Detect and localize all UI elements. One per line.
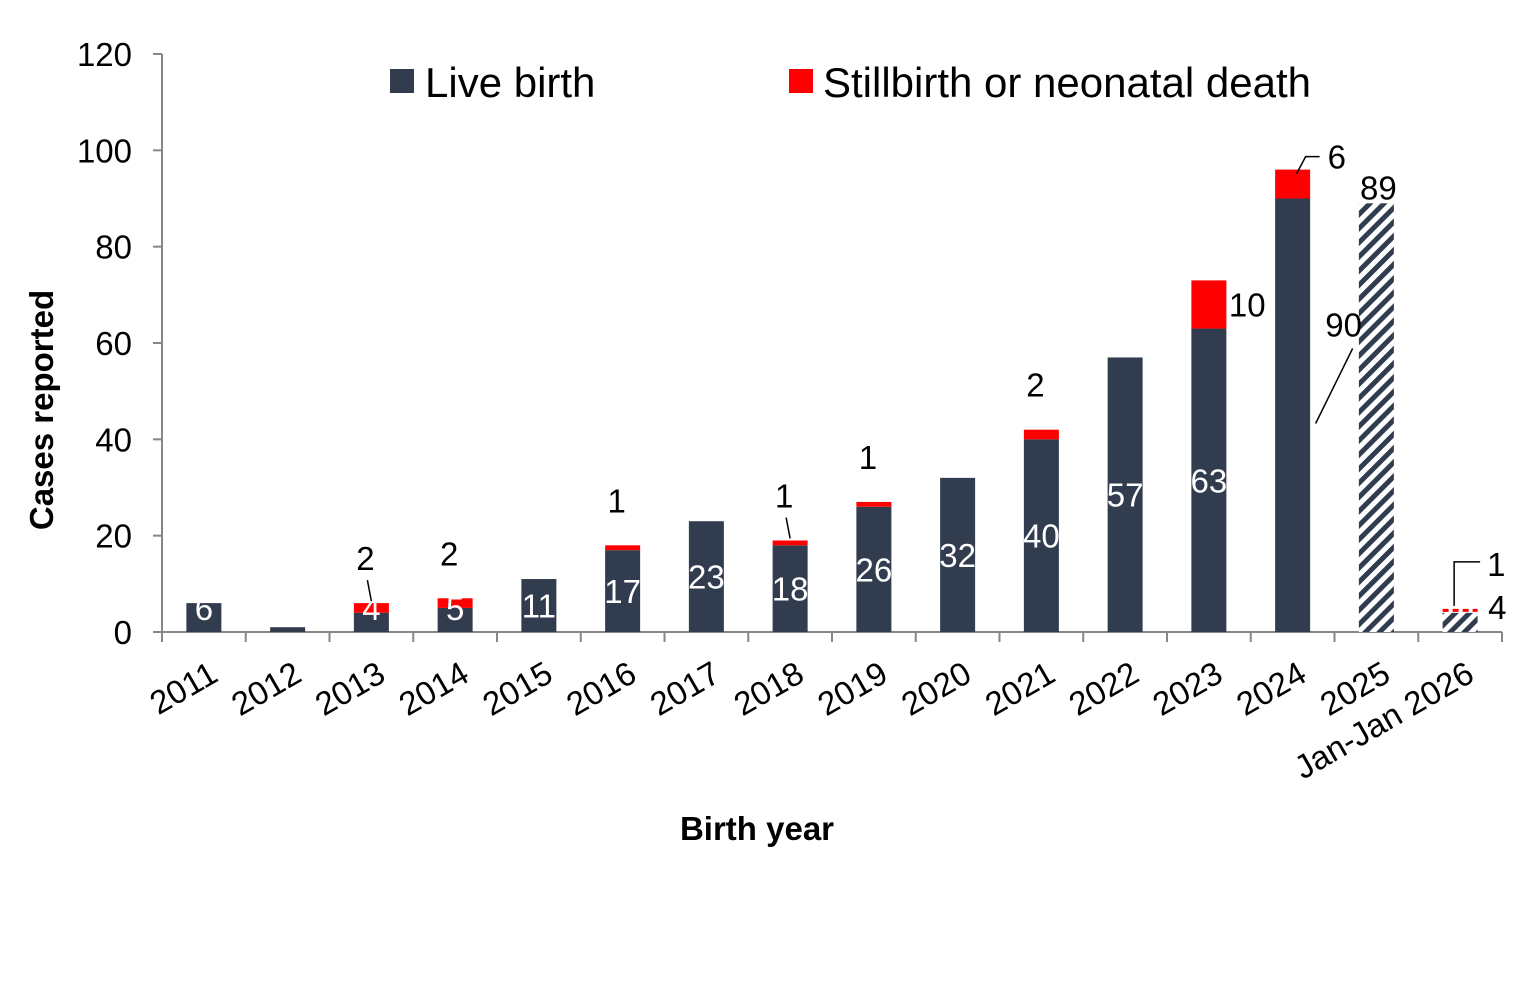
legend-swatch-stillbirth	[789, 69, 813, 93]
x-axis: 2011 2012 2013 2014 2015 2016 2017 2018 2019 2020…	[143, 631, 1503, 786]
y-tick-label: 60	[95, 325, 132, 362]
y-tick-label: 80	[95, 229, 132, 266]
bar-live-birth	[270, 627, 306, 632]
bar-live-birth	[605, 550, 641, 632]
data-label-live-birth: 17	[604, 573, 641, 610]
legend-label-live-birth: Live birth	[425, 59, 595, 106]
y-axis-title: Cases reported	[23, 290, 60, 530]
x-tick-label: 2019	[811, 654, 893, 723]
legend: Live birth Stillbirth or neonatal death	[390, 59, 1311, 106]
data-label-stillbirth: 1	[775, 477, 793, 514]
data-label-stillbirth: 1	[1487, 546, 1505, 583]
bar-live-birth	[437, 607, 473, 632]
x-tick-label: 2021	[979, 654, 1061, 723]
data-label-live-birth: 89	[1360, 169, 1397, 206]
data-label-live-birth: 23	[688, 559, 725, 596]
y-tick-label: 20	[95, 518, 132, 555]
data-label-live-birth: 4	[1488, 589, 1506, 626]
bar-live-birth	[1442, 612, 1478, 632]
x-tick-label: 2023	[1146, 654, 1228, 723]
leader-line	[785, 517, 791, 539]
y-axis: 0 20 40 60 80 100 120	[77, 36, 163, 651]
x-axis-title: Birth year	[680, 810, 834, 847]
bar-stillbirth	[1023, 429, 1059, 440]
y-tick-label: 0	[114, 614, 132, 651]
bar-live-birth	[940, 477, 976, 632]
data-label-live-birth: 4	[362, 590, 380, 627]
y-tick-label: 100	[77, 132, 132, 169]
x-tick-label: 2018	[728, 654, 810, 723]
x-tick-label: 2013	[309, 654, 391, 723]
data-label-live-birth: 26	[856, 551, 893, 588]
data-labels: 6 4 2 5 2 11 17 1 23 18 1 26 1 32 40 2 57 63 10 90 6 89 4 1	[195, 139, 1507, 627]
bar-live-birth	[521, 579, 557, 632]
data-label-stillbirth: 2	[1026, 367, 1044, 404]
x-tick-label: 2012	[225, 654, 307, 723]
data-label-live-birth: 5	[446, 590, 464, 627]
bars	[186, 169, 1478, 633]
bar-stillbirth	[1191, 280, 1227, 329]
bar-live-birth	[772, 545, 808, 632]
data-label-stillbirth: 2	[356, 540, 374, 577]
data-label-stillbirth: 1	[859, 439, 877, 476]
bar-live-birth	[1358, 203, 1394, 633]
bar-stillbirth-bg	[1442, 607, 1478, 613]
x-tick-label: 2020	[895, 654, 977, 723]
x-tick-label: 2015	[476, 654, 558, 723]
data-label-live-birth: 90	[1325, 307, 1362, 344]
data-label-live-birth: 40	[1023, 518, 1060, 555]
leader-line	[1295, 155, 1320, 174]
x-tick-label: 2016	[560, 654, 642, 723]
bar-live-birth	[186, 603, 222, 632]
y-tick-label: 40	[95, 421, 132, 458]
bar-live-birth	[1107, 357, 1143, 632]
data-label-live-birth: 18	[772, 571, 809, 608]
x-tick-label: 2024	[1230, 654, 1312, 723]
bar-live-birth	[688, 521, 724, 632]
bar-stillbirth	[605, 545, 641, 551]
x-tick-label: 2014	[393, 654, 475, 723]
bar-stillbirth	[772, 540, 808, 546]
data-label-stillbirth: 1	[607, 482, 625, 519]
bar-live-birth	[1191, 328, 1227, 632]
data-label-live-birth: 11	[522, 588, 556, 625]
leader-line	[1453, 561, 1481, 606]
x-tick-label: 2011	[143, 654, 223, 722]
bar-live-birth	[1275, 198, 1311, 632]
bar-stillbirth	[437, 598, 473, 608]
data-label-stillbirth: 2	[440, 535, 458, 572]
legend-label-stillbirth: Stillbirth or neonatal death	[823, 59, 1311, 106]
bar-live-birth	[353, 612, 389, 632]
y-tick-label: 120	[77, 36, 132, 73]
legend-swatch-live-birth	[390, 69, 414, 93]
x-tick-label: 2022	[1063, 654, 1145, 723]
data-label-stillbirth: 10	[1229, 286, 1266, 323]
bar-stillbirth	[1275, 169, 1311, 199]
bar-stillbirth	[353, 603, 389, 613]
data-label-live-birth: 63	[1191, 462, 1228, 499]
data-label-live-birth: 6	[195, 590, 213, 627]
x-tick-label: 2017	[644, 654, 726, 723]
data-label-live-birth: 57	[1107, 477, 1144, 514]
bar-live-birth	[1023, 439, 1059, 632]
leader-line	[366, 579, 373, 602]
data-label-stillbirth: 6	[1328, 139, 1346, 176]
data-label-live-birth: 32	[939, 537, 976, 574]
bar-live-birth	[856, 506, 892, 632]
leader-line	[1314, 348, 1354, 424]
bar-stillbirth	[856, 501, 892, 507]
